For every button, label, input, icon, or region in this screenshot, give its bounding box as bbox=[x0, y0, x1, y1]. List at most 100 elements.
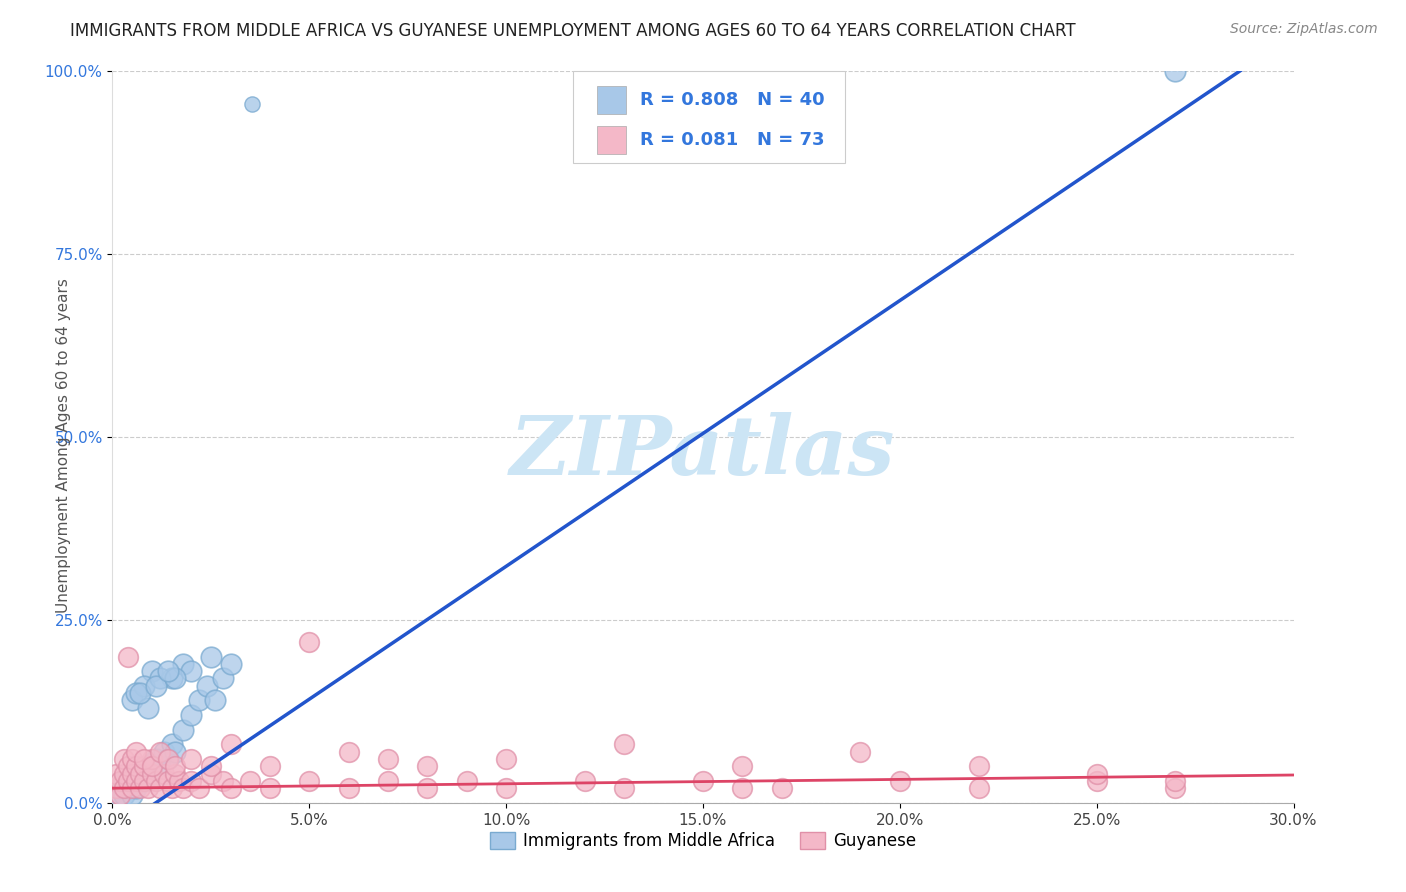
Point bbox=[1164, 781, 1187, 796]
Point bbox=[967, 781, 990, 796]
Point bbox=[132, 752, 155, 766]
FancyBboxPatch shape bbox=[574, 71, 845, 163]
Point bbox=[125, 745, 148, 759]
Point bbox=[121, 781, 143, 796]
Point bbox=[132, 773, 155, 788]
Point bbox=[731, 781, 754, 796]
Point bbox=[613, 781, 636, 796]
Point bbox=[117, 781, 139, 796]
Point bbox=[141, 766, 163, 780]
Point bbox=[160, 672, 183, 686]
Point bbox=[129, 781, 152, 796]
Point bbox=[112, 766, 135, 780]
Point bbox=[416, 781, 439, 796]
Point bbox=[145, 773, 167, 788]
Point bbox=[152, 745, 174, 759]
Point bbox=[416, 759, 439, 773]
Bar bbox=[596, 127, 626, 154]
Point bbox=[160, 781, 183, 796]
Point bbox=[219, 737, 242, 751]
Text: R = 0.808   N = 40: R = 0.808 N = 40 bbox=[640, 91, 825, 109]
Point bbox=[195, 679, 218, 693]
Point bbox=[200, 766, 222, 780]
Point bbox=[180, 708, 202, 723]
Point bbox=[337, 745, 360, 759]
Point bbox=[731, 759, 754, 773]
Text: Source: ZipAtlas.com: Source: ZipAtlas.com bbox=[1230, 22, 1378, 37]
Point bbox=[219, 781, 242, 796]
Point bbox=[156, 664, 179, 678]
Point bbox=[125, 759, 148, 773]
Point bbox=[259, 781, 281, 796]
Point bbox=[219, 657, 242, 671]
Point bbox=[495, 752, 517, 766]
Point bbox=[141, 766, 163, 780]
Point bbox=[204, 693, 226, 707]
Point bbox=[121, 766, 143, 780]
Point bbox=[156, 773, 179, 788]
Point bbox=[165, 759, 187, 773]
Point bbox=[112, 773, 135, 788]
Point bbox=[105, 789, 128, 803]
Point bbox=[259, 759, 281, 773]
Point bbox=[211, 773, 233, 788]
Point bbox=[574, 773, 596, 788]
Point bbox=[121, 773, 143, 788]
Point bbox=[132, 759, 155, 773]
Point bbox=[298, 773, 321, 788]
Point bbox=[149, 672, 172, 686]
Point bbox=[1164, 773, 1187, 788]
Point bbox=[165, 766, 187, 780]
Point bbox=[568, 97, 591, 112]
Point bbox=[172, 781, 194, 796]
Point bbox=[160, 737, 183, 751]
Point bbox=[105, 781, 128, 796]
Point bbox=[125, 686, 148, 700]
Point bbox=[105, 766, 128, 780]
Point bbox=[136, 700, 159, 714]
Text: IMMIGRANTS FROM MIDDLE AFRICA VS GUYANESE UNEMPLOYMENT AMONG AGES 60 TO 64 YEARS: IMMIGRANTS FROM MIDDLE AFRICA VS GUYANES… bbox=[70, 22, 1076, 40]
Point bbox=[125, 773, 148, 788]
Point bbox=[377, 752, 399, 766]
Bar bbox=[596, 86, 626, 114]
Point bbox=[692, 773, 714, 788]
Point bbox=[200, 759, 222, 773]
Point bbox=[112, 781, 135, 796]
Text: Unemployment Among Ages 60 to 64 years: Unemployment Among Ages 60 to 64 years bbox=[56, 278, 70, 614]
Point bbox=[136, 759, 159, 773]
Point bbox=[112, 752, 135, 766]
Point bbox=[172, 723, 194, 737]
Point bbox=[967, 759, 990, 773]
Point bbox=[141, 752, 163, 766]
Point bbox=[211, 672, 233, 686]
Point bbox=[169, 773, 191, 788]
Point bbox=[141, 759, 163, 773]
Point bbox=[121, 789, 143, 803]
Point bbox=[132, 679, 155, 693]
Point bbox=[149, 745, 172, 759]
Point bbox=[117, 759, 139, 773]
Point bbox=[172, 657, 194, 671]
Point bbox=[145, 679, 167, 693]
Point bbox=[1085, 766, 1108, 780]
Point bbox=[180, 773, 202, 788]
Point bbox=[180, 664, 202, 678]
Legend: Immigrants from Middle Africa, Guyanese: Immigrants from Middle Africa, Guyanese bbox=[482, 825, 924, 856]
Point bbox=[112, 789, 135, 803]
Point bbox=[149, 781, 172, 796]
Point bbox=[117, 649, 139, 664]
Point bbox=[165, 672, 187, 686]
Point bbox=[889, 773, 911, 788]
Point bbox=[770, 781, 793, 796]
Point bbox=[129, 766, 152, 780]
Point bbox=[129, 766, 152, 780]
Point bbox=[156, 752, 179, 766]
Point bbox=[156, 752, 179, 766]
Point bbox=[337, 781, 360, 796]
Point bbox=[141, 664, 163, 678]
Point bbox=[117, 773, 139, 788]
Point bbox=[110, 781, 132, 796]
Point bbox=[180, 752, 202, 766]
Point bbox=[125, 781, 148, 796]
Point bbox=[239, 773, 262, 788]
